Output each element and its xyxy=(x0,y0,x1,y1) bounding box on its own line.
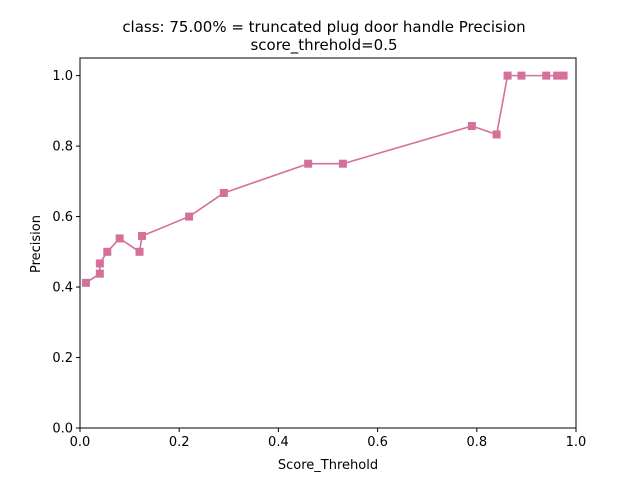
y-tick-label: 0.8 xyxy=(52,140,73,155)
x-tick-label: 0.6 xyxy=(367,435,388,450)
data-point xyxy=(553,71,562,80)
data-point xyxy=(492,130,501,139)
chart-subtitle: score_threhold=0.5 xyxy=(250,36,397,55)
data-point xyxy=(185,212,194,221)
data-point xyxy=(115,234,124,243)
y-tick-label: 0.2 xyxy=(52,351,73,366)
chart-title: class: 75.00% = truncated plug door hand… xyxy=(122,18,525,36)
data-point xyxy=(95,269,104,278)
y-tick-label: 0.0 xyxy=(52,422,73,437)
data-point xyxy=(95,259,104,268)
data-point xyxy=(517,71,526,80)
x-tick-label: 0.2 xyxy=(169,435,190,450)
y-tick-label: 0.4 xyxy=(52,281,73,296)
y-axis-label: Precision xyxy=(29,215,44,273)
y-tick-label: 1.0 xyxy=(52,69,73,84)
data-point xyxy=(135,247,144,256)
y-tick-label: 0.6 xyxy=(52,210,73,225)
data-point xyxy=(559,71,568,80)
x-axis-label: Score_Threhold xyxy=(278,458,378,473)
data-point xyxy=(503,71,512,80)
data-point xyxy=(467,122,476,131)
x-tick-label: 0.0 xyxy=(70,435,91,450)
data-point xyxy=(304,159,313,168)
x-tick-label: 1.0 xyxy=(566,435,587,450)
data-point xyxy=(103,247,112,256)
data-point xyxy=(81,278,90,287)
x-tick-label: 0.4 xyxy=(268,435,289,450)
plot-area: 0.0 0.2 0.4 0.6 0.8 1.0 0.0 0.2 0.4 0.6 0.8 1.0 xyxy=(52,57,587,450)
data-point xyxy=(542,71,551,80)
data-point xyxy=(219,188,228,197)
data-point xyxy=(338,159,347,168)
x-tick-label: 0.8 xyxy=(466,435,487,450)
axes-frame xyxy=(79,57,577,429)
data-point xyxy=(138,231,146,240)
